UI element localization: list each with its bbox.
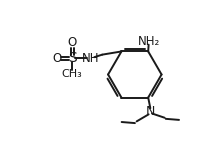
Text: N: N bbox=[146, 105, 155, 118]
Text: S: S bbox=[68, 52, 77, 65]
Text: O: O bbox=[68, 37, 77, 49]
Text: O: O bbox=[52, 52, 61, 65]
Text: NH: NH bbox=[82, 52, 99, 65]
Text: CH₃: CH₃ bbox=[62, 69, 83, 79]
Text: NH₂: NH₂ bbox=[138, 35, 160, 48]
